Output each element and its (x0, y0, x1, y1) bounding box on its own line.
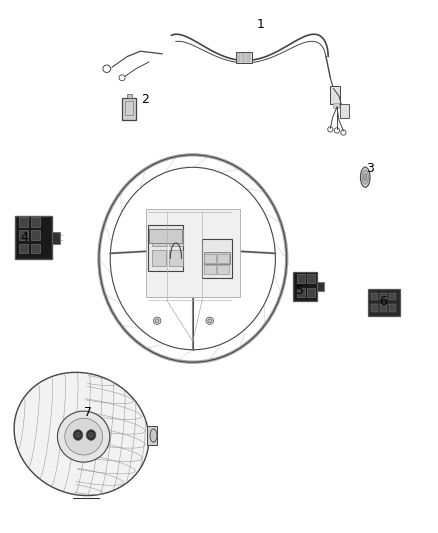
Text: 4: 4 (21, 231, 28, 244)
Bar (19, 217, 28, 227)
Bar (293, 271, 318, 301)
Bar (380, 293, 387, 300)
Bar (205, 254, 216, 263)
Bar (247, 53, 250, 62)
Bar (242, 53, 245, 62)
Ellipse shape (186, 220, 192, 225)
Ellipse shape (150, 429, 157, 442)
Bar (32, 230, 40, 240)
Text: 6: 6 (379, 295, 387, 308)
Bar (19, 230, 28, 240)
Bar (169, 250, 183, 266)
Bar (318, 282, 324, 292)
Bar (389, 293, 396, 300)
Bar (389, 304, 396, 312)
Ellipse shape (65, 418, 102, 455)
Bar (19, 244, 28, 253)
Bar (340, 104, 349, 118)
Ellipse shape (86, 430, 96, 440)
Ellipse shape (184, 217, 194, 228)
Bar (307, 288, 315, 296)
Bar (169, 229, 183, 246)
Ellipse shape (75, 432, 81, 438)
Bar (332, 103, 339, 108)
Bar (146, 209, 240, 297)
Bar (297, 274, 305, 282)
Bar (237, 53, 240, 62)
Bar (125, 101, 134, 115)
Bar (367, 289, 400, 316)
Text: 5: 5 (296, 284, 304, 297)
Bar (205, 265, 216, 274)
Bar (52, 232, 60, 244)
Bar (330, 86, 340, 104)
Text: 1: 1 (257, 18, 265, 31)
Bar (122, 98, 137, 120)
Text: 2: 2 (141, 93, 149, 106)
Bar (127, 94, 132, 98)
Bar (217, 254, 229, 263)
Ellipse shape (14, 373, 149, 496)
Ellipse shape (88, 432, 94, 438)
Bar (202, 239, 232, 278)
Ellipse shape (362, 170, 368, 184)
Bar (371, 304, 378, 312)
Bar (204, 252, 230, 264)
Bar (152, 229, 166, 246)
Bar (236, 52, 252, 63)
Ellipse shape (73, 430, 83, 440)
Bar (371, 293, 378, 300)
Bar (217, 265, 229, 274)
Ellipse shape (206, 317, 213, 325)
Bar (32, 217, 40, 227)
Ellipse shape (208, 319, 212, 322)
Bar (32, 244, 40, 253)
Bar (380, 304, 387, 312)
Bar (297, 288, 305, 296)
Bar (148, 225, 184, 271)
Bar (147, 426, 156, 445)
Bar (307, 274, 315, 282)
Bar (152, 250, 166, 266)
Ellipse shape (364, 174, 367, 181)
Ellipse shape (57, 411, 110, 462)
Bar (15, 216, 52, 259)
Ellipse shape (155, 319, 159, 322)
Ellipse shape (360, 167, 370, 187)
Ellipse shape (153, 317, 161, 325)
Text: 7: 7 (84, 406, 92, 419)
Bar (149, 229, 182, 243)
Text: 3: 3 (366, 161, 374, 175)
